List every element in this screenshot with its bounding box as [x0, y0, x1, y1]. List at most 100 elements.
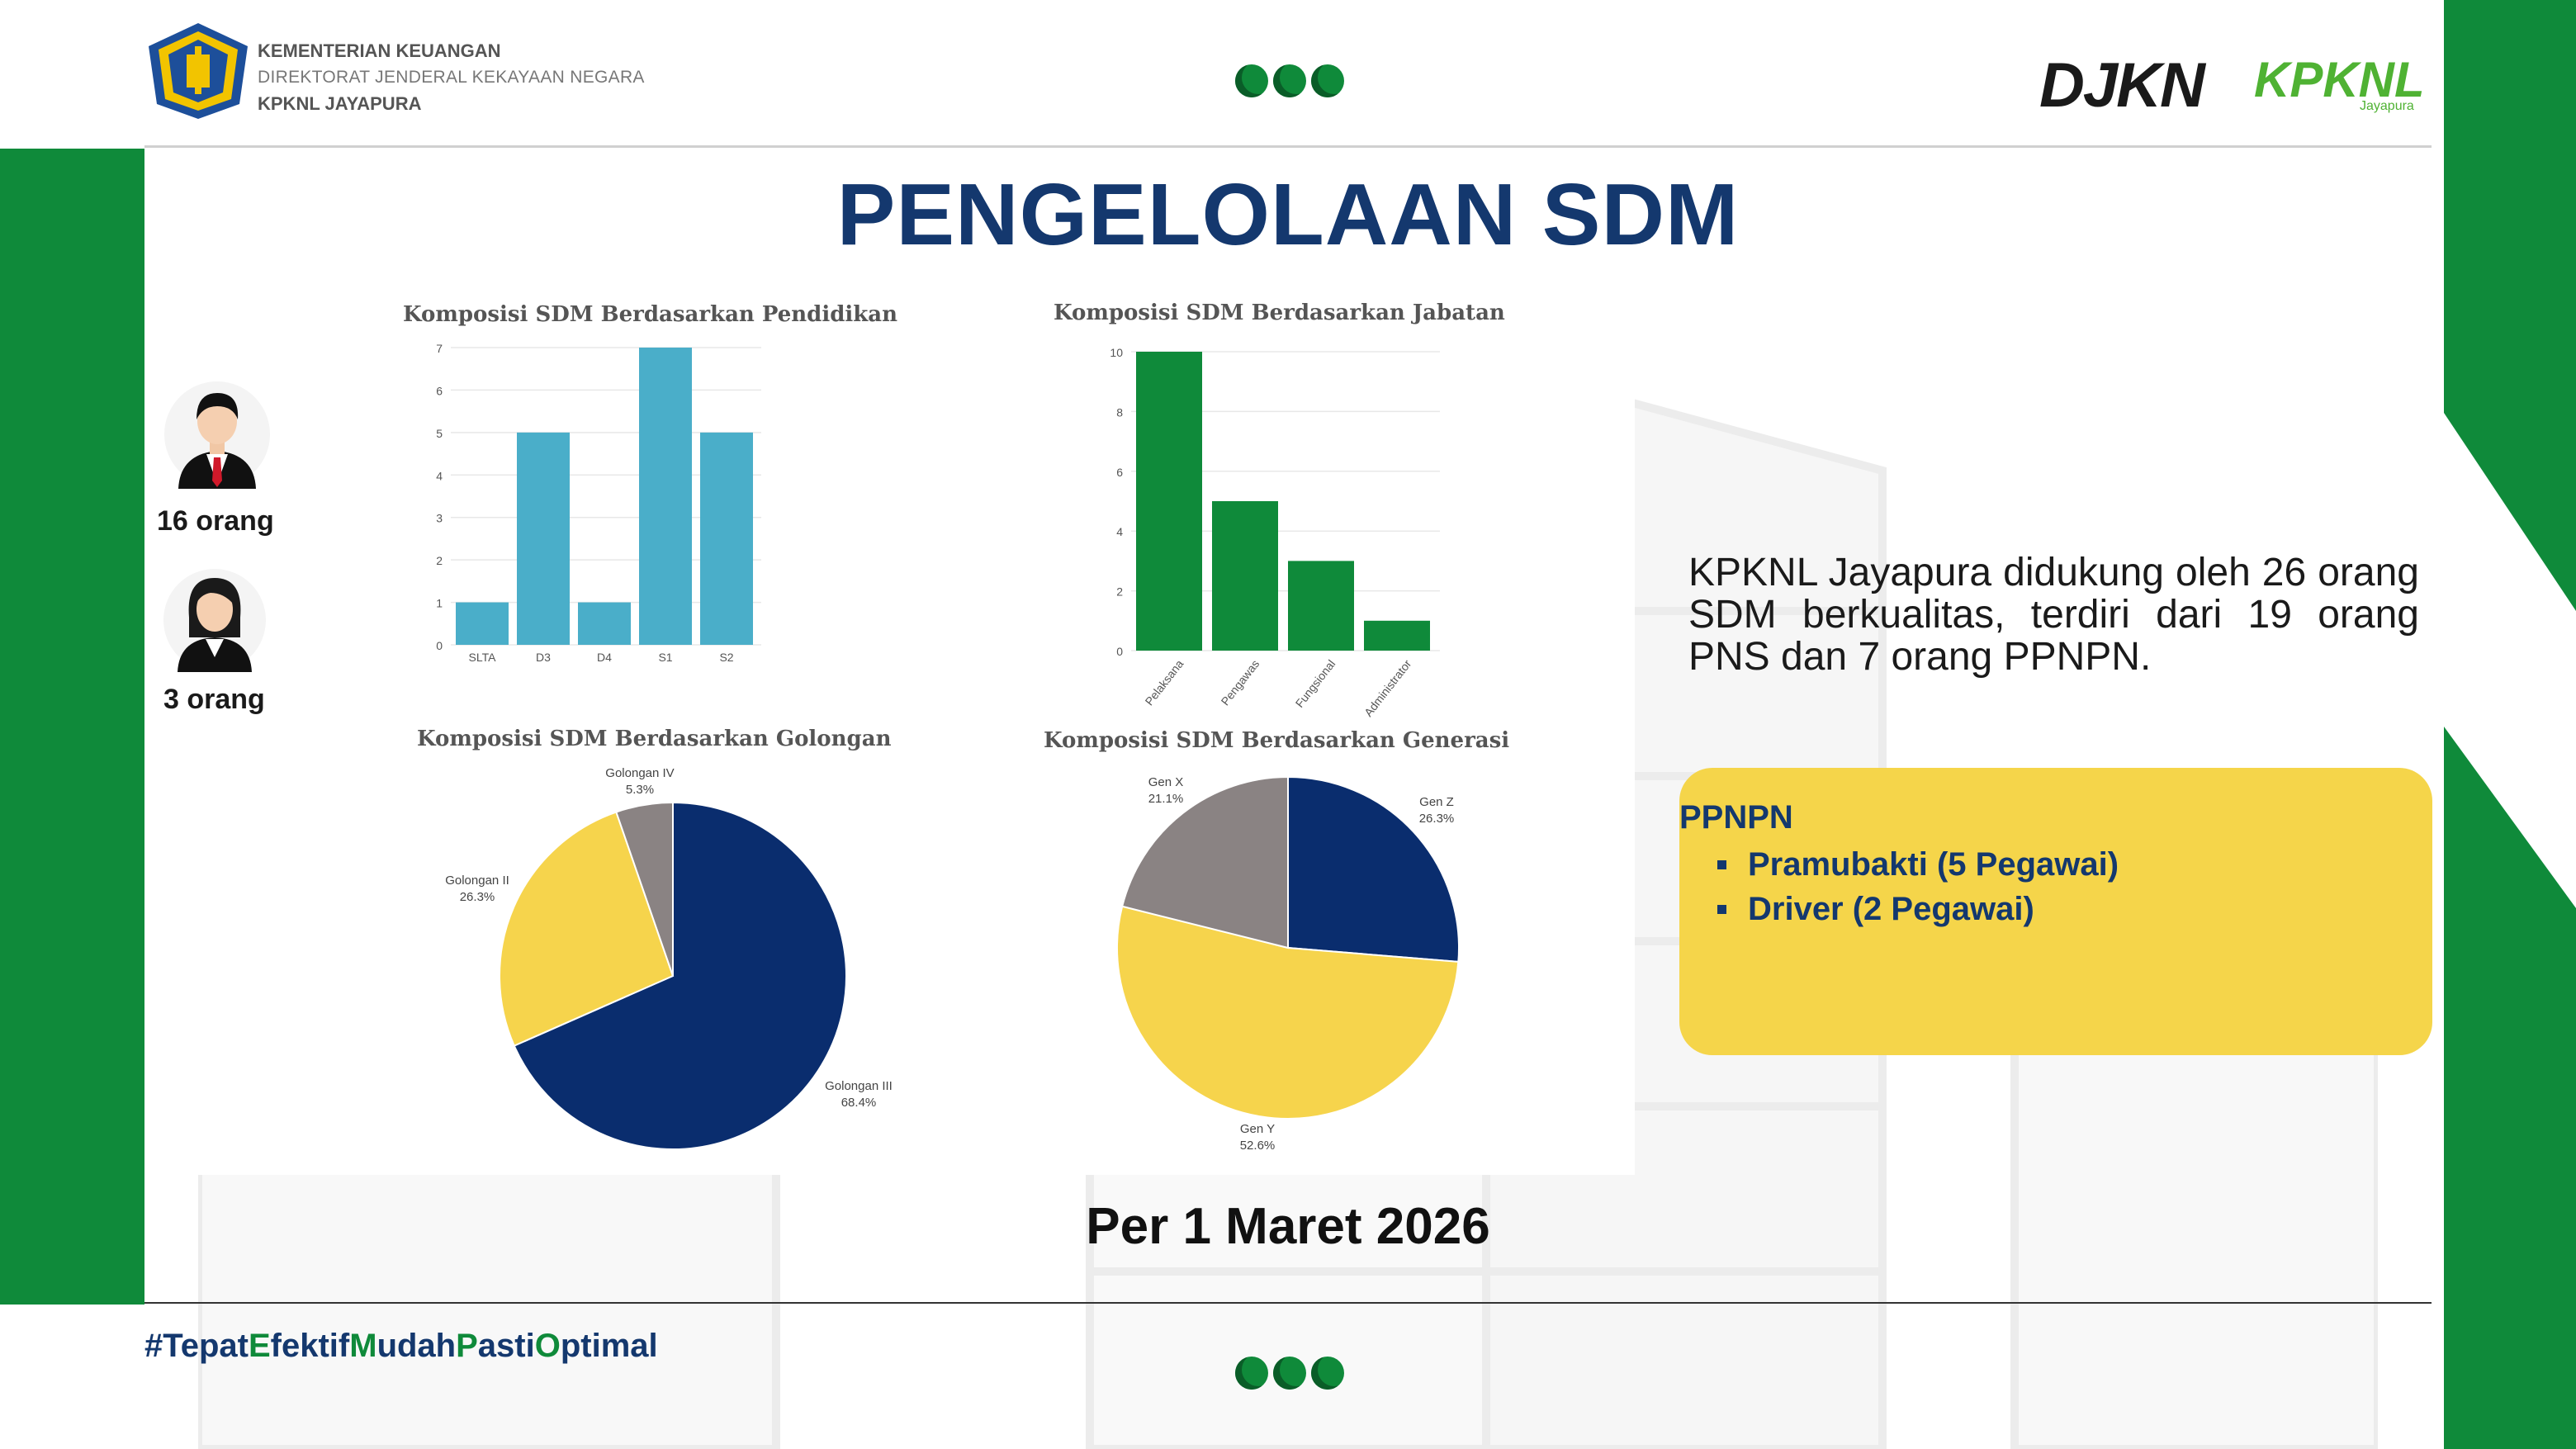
y-tick-label: 3: [436, 512, 443, 525]
hashtag-initial-e: E: [248, 1328, 271, 1364]
bar-d4: [578, 602, 631, 645]
x-tick-label: Pengawas: [1218, 657, 1262, 708]
slice-percent-label: 5.3%: [626, 783, 654, 797]
ppnpn-item-pramubakti: Pramubakti (5 Pegawai): [1748, 846, 2119, 883]
bar-fungsional: [1288, 561, 1354, 651]
chart-generasi-title: Komposisi SDM Berdasarkan Generasi: [1044, 728, 1510, 753]
chart-jabatan-title: Komposisi SDM Berdasarkan Jabatan: [1054, 301, 1505, 325]
list-item: Driver (2 Pegawai): [1717, 887, 2119, 931]
list-item: Pramubakti (5 Pegawai): [1717, 842, 2119, 887]
hashtag-symbol: #: [144, 1328, 163, 1364]
bullet-icon: [1717, 904, 1726, 914]
bar-pengawas: [1212, 501, 1278, 651]
left-green-band: [0, 149, 144, 1305]
footer-dots-icon: [1235, 1357, 1344, 1390]
ppnpn-card: [1679, 768, 2432, 1055]
hashtag-word-pasti: asti: [477, 1328, 535, 1364]
header-dots-icon: [1235, 64, 1344, 97]
y-tick-label: 4: [1116, 525, 1123, 538]
hashtag-word-mudah: udah: [376, 1328, 457, 1364]
footer-divider: [144, 1302, 2432, 1304]
y-tick-label: 10: [1110, 346, 1123, 359]
pie-slice-gen-x: [1120, 775, 1289, 949]
bar-s1: [639, 348, 692, 645]
hashtag-word-efektif: fektif: [270, 1328, 350, 1364]
bar-pelaksana: [1136, 352, 1202, 651]
ppnpn-item-driver: Driver (2 Pegawai): [1748, 891, 2034, 927]
slice-label: Gen Z: [1419, 795, 1454, 809]
x-tick-label: Fungsional: [1293, 657, 1338, 710]
y-tick-label: 6: [436, 384, 443, 397]
hashtag-initial-p: P: [456, 1328, 478, 1364]
ministry-text: KEMENTERIAN KEUANGAN DIREKTORAT JENDERAL…: [258, 38, 645, 117]
pie-slice-gen-z: [1287, 775, 1460, 963]
y-tick-label: 2: [436, 554, 443, 567]
hashtag-initial-o: O: [534, 1328, 561, 1364]
pie-slice-golongan-iv: [615, 801, 674, 977]
slice-percent-label: 26.3%: [460, 890, 495, 904]
slice-label: Golongan III: [825, 1079, 893, 1093]
right-green-diagonal: [2444, 413, 2576, 611]
x-tick-label: S2: [719, 651, 733, 664]
ministry-logo-icon: [149, 23, 248, 119]
x-tick-label: D3: [536, 651, 551, 664]
sdm-description: KPKNL Jayapura didukung oleh 26 orang SD…: [1688, 551, 2419, 679]
y-tick-label: 2: [1116, 585, 1123, 599]
kpknl-logo-subtitle: Jayapura: [2360, 99, 2414, 113]
hashtag-word-optimal: ptimal: [560, 1328, 658, 1364]
male-employee-icon: [164, 381, 270, 489]
header-divider: [144, 145, 2432, 148]
slice-percent-label: 68.4%: [841, 1096, 877, 1110]
y-tick-label: 5: [436, 427, 443, 440]
x-tick-label: Pelaksana: [1142, 657, 1186, 708]
pie-slice-gen-y: [1116, 905, 1460, 1120]
female-employee-icon: [163, 569, 266, 672]
y-tick-label: 8: [1116, 405, 1123, 419]
chart-jabatan: 0 2 4 6 8 10 Pelaksana Pengawas Fungsional Admini…: [1110, 346, 1440, 719]
slice-label: Gen X: [1148, 775, 1184, 789]
directorate-name: DIREKTORAT JENDERAL KEKAYAAN NEGARA: [258, 68, 645, 87]
chart-pendidikan-title: Komposisi SDM Berdasarkan Pendidikan: [403, 302, 898, 327]
chart-golongan-title: Komposisi SDM Berdasarkan Golongan: [417, 727, 892, 751]
bar-s2: [700, 432, 753, 645]
chart-golongan: Golongan III 68.4% Golongan II 26.3% Golonga…: [445, 766, 893, 1150]
kpknl-logo: KPKNL: [2254, 52, 2425, 107]
y-tick-label: 4: [436, 469, 443, 482]
right-green-band-top: [2444, 0, 2576, 413]
djkn-logo: DJKN: [2039, 50, 2205, 121]
x-tick-label: S1: [658, 651, 672, 664]
right-green-band-bottom: [2444, 727, 2576, 1449]
x-tick-label: D4: [597, 651, 612, 664]
male-count-label: 16 orang: [157, 505, 274, 537]
ppnpn-title: PPNPN: [1679, 799, 1793, 836]
bar-slta: [456, 602, 509, 645]
x-tick-label: Administrator: [1361, 657, 1414, 719]
footer-hashtag: #TepatEfektifMudahPastiOptimal: [144, 1328, 658, 1365]
slice-percent-label: 21.1%: [1148, 792, 1184, 806]
pie-slice-golongan-ii: [499, 811, 675, 1047]
y-tick-label: 0: [1116, 645, 1123, 658]
bar-administrator: [1364, 620, 1430, 651]
y-tick-label: 1: [436, 597, 443, 610]
slice-percent-label: 26.3%: [1419, 812, 1455, 826]
bar-d3: [517, 432, 570, 645]
y-tick-label: 0: [436, 639, 443, 652]
y-tick-label: 7: [436, 342, 443, 355]
office-name: KPKNL JAYAPURA: [258, 93, 422, 114]
chart-pendidikan: 0 1 2 3 4 5 6 7 SLTA D3 D4 S1 S2: [436, 342, 761, 664]
hashtag-initial-m: M: [349, 1328, 377, 1364]
ppnpn-list: Pramubakti (5 Pegawai) Driver (2 Pegawai…: [1717, 842, 2119, 931]
slice-label: Gen Y: [1240, 1122, 1275, 1136]
slice-label: Golongan IV: [605, 766, 674, 780]
ministry-name: KEMENTERIAN KEUANGAN: [258, 40, 501, 61]
x-tick-label: SLTA: [469, 651, 497, 664]
chart-generasi: Gen Z 26.3% Gen Y 52.6% Gen X 21.1%: [1116, 775, 1460, 1153]
slice-percent-label: 52.6%: [1240, 1139, 1276, 1153]
female-count-label: 3 orang: [163, 684, 265, 715]
pie-slice-golongan-iii: [513, 801, 847, 1150]
page-title: PENGELOLAAN SDM: [836, 166, 1740, 263]
bullet-icon: [1717, 859, 1726, 869]
slice-label: Golongan II: [445, 874, 509, 888]
y-tick-label: 6: [1116, 466, 1123, 479]
as-of-date: Per 1 Maret 2026: [1086, 1198, 1490, 1255]
